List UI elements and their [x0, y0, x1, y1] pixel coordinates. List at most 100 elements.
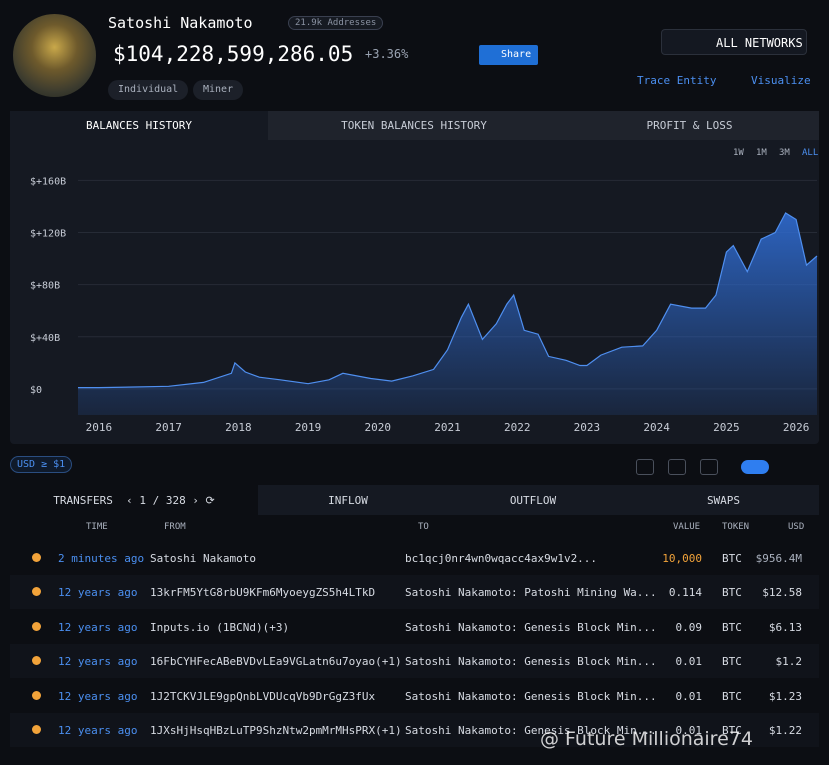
transfer-row[interactable]: 2 minutes ago Satoshi Nakamoto bc1qcj0nr4w…: [10, 541, 819, 575]
toggle[interactable]: [741, 460, 769, 474]
value: 10,000: [662, 552, 702, 565]
time: 2 minutes ago: [58, 552, 145, 565]
token: BTC: [722, 724, 742, 737]
change: +3.36%: [365, 47, 409, 61]
watermark: @ Future Millionaire74: [540, 728, 753, 750]
from[interactable]: Inputs.io (1BCNd)(+3): [150, 620, 290, 634]
address-count[interactable]: 21.9k Addresses: [288, 16, 384, 30]
token: BTC: [722, 552, 742, 565]
range[interactable]: 1M: [756, 148, 767, 158]
column-header[interactable]: TO: [418, 522, 429, 532]
to[interactable]: Satoshi Nakamoto: Patoshi Mining Wa...: [405, 586, 657, 600]
value: 0.01: [675, 724, 703, 737]
from[interactable]: 13krFM5YtG8rbU9KFm6MyoeygZS5h4LTkD: [150, 586, 376, 600]
value: 0.01: [675, 655, 703, 669]
usd: $6.13: [768, 620, 802, 634]
time: 12 years ago: [58, 586, 138, 600]
tab[interactable]: TOKEN BALANCES HISTORY: [268, 111, 560, 140]
page-indicator: 1 / 328: [139, 494, 186, 507]
time: 12 years ago: [58, 620, 138, 634]
column-header[interactable]: VALUE: [673, 522, 701, 532]
transfer-row[interactable]: 12 years ago 16FbCYHFecABeBVDvLEa9VGLatn6…: [10, 644, 819, 679]
entity-name: Satoshi Nakamoto: [108, 14, 253, 32]
tab[interactable]: BALANCES HISTORY: [10, 111, 268, 140]
share-button[interactable]: Share: [479, 45, 538, 65]
column-header[interactable]: TIME: [86, 522, 108, 532]
value: 0.01: [675, 689, 703, 703]
range[interactable]: 1W: [733, 148, 744, 158]
token: BTC: [722, 655, 742, 669]
trace-link[interactable]: Trace Entity: [637, 74, 717, 87]
x-tick-label: 2022: [504, 421, 531, 434]
usd: $1.22: [768, 724, 802, 737]
icon-button[interactable]: [636, 459, 654, 475]
to[interactable]: Satoshi Nakamoto: Genesis Block Min...: [405, 724, 657, 737]
tag[interactable]: Individual: [108, 80, 189, 100]
transfer-row[interactable]: 12 years ago 1J2TCKVJLE9gpQnbLVDUcqVb9DrG…: [10, 678, 819, 713]
from[interactable]: Satoshi Nakamoto: [150, 552, 256, 565]
column-header[interactable]: USD: [788, 522, 805, 532]
icon-button[interactable]: [700, 459, 718, 475]
avatar: [13, 14, 96, 97]
status-dot: [32, 690, 41, 700]
to[interactable]: Satoshi Nakamoto: Genesis Block Min...: [405, 655, 657, 669]
x-tick-label: 2026: [783, 421, 810, 434]
area: [78, 213, 817, 415]
visualize-link[interactable]: Visualize: [751, 74, 811, 87]
time: 12 years ago: [58, 655, 138, 669]
transfer-row[interactable]: 12 years ago 1JXsHjHsqHBzLuTP9ShzNtw2pmMr…: [10, 713, 819, 747]
balance: $104,228,599,286.05: [113, 42, 354, 66]
tab[interactable]: TRANSFERS ‹ 1 / 328 › ⟳: [10, 485, 258, 515]
status-dot: [32, 656, 41, 666]
x-tick-label: 2016: [86, 421, 113, 434]
tab[interactable]: PROFIT & LOSS: [560, 111, 819, 140]
tab[interactable]: INFLOW: [328, 494, 368, 507]
x-tick-label: 2023: [574, 421, 601, 434]
column-header[interactable]: TOKEN: [722, 522, 750, 532]
status-dot: [32, 587, 41, 597]
usd: $1.23: [768, 689, 802, 703]
network-selector[interactable]: ALL NETWORKS: [661, 29, 807, 55]
to[interactable]: Satoshi Nakamoto: Genesis Block Min...: [405, 689, 657, 703]
chart: $0 $+40B $+80B $+120B $+160B 2016 2017 2018 2019…: [30, 176, 818, 434]
column-header[interactable]: FROM: [164, 522, 186, 532]
token: BTC: [722, 620, 742, 634]
time: 12 years ago: [58, 689, 138, 703]
x-tick-label: 2019: [295, 421, 322, 434]
tab-label: TRANSFERS: [53, 494, 113, 507]
x-tick-label: 2021: [434, 421, 461, 434]
value: 0.09: [675, 620, 703, 634]
from[interactable]: 1J2TCKVJLE9gpQnbLVDUcqVb9DrGgZ3fUx: [150, 689, 376, 703]
tab[interactable]: OUTFLOW: [509, 494, 557, 507]
range[interactable]: ALL: [802, 148, 819, 158]
tab[interactable]: SWAPS: [706, 494, 741, 507]
from[interactable]: 16FbCYHFecABeBVDvLEa9VGLatn6u7oyao(+1): [150, 655, 402, 669]
filter-chip[interactable]: USD ≥ $1: [10, 456, 73, 473]
to[interactable]: Satoshi Nakamoto: Genesis Block Min...: [405, 620, 657, 634]
range[interactable]: 3M: [779, 148, 790, 158]
x-tick-label: 2025: [713, 421, 740, 434]
x-tick-label: 2018: [225, 421, 252, 434]
from[interactable]: 1JXsHjHsqHBzLuTP9ShzNtw2pmMrMHsPRX(+1): [150, 724, 402, 737]
to[interactable]: bc1qcj0nr4wn0wqacc4ax9w1v2...: [405, 552, 598, 565]
usd: $1.2: [775, 655, 803, 669]
tag[interactable]: Miner: [193, 80, 244, 100]
time: 12 years ago: [58, 724, 138, 737]
transfer-row[interactable]: 12 years ago 13krFM5YtG8rbU9KFm6MyoeygZS5…: [10, 575, 819, 610]
y-tick-label: $0: [30, 385, 42, 396]
y-tick-label: $+160B: [30, 176, 66, 187]
transfer-row[interactable]: 12 years ago Inputs.io (1BCNd)(+3) Satoshi…: [10, 609, 819, 644]
x-tick-label: 2017: [155, 421, 182, 434]
status-dot: [32, 553, 41, 562]
icon-button[interactable]: [668, 459, 686, 475]
status-dot: [32, 621, 41, 631]
area-line: [78, 212, 818, 389]
token: BTC: [722, 586, 742, 600]
y-tick-label: $+40B: [30, 333, 60, 344]
y-tick-label: $+80B: [30, 281, 60, 292]
y-tick-label: $+120B: [30, 229, 66, 240]
status-dot: [32, 725, 41, 734]
value: 0.114: [668, 586, 702, 600]
token: BTC: [722, 689, 742, 703]
